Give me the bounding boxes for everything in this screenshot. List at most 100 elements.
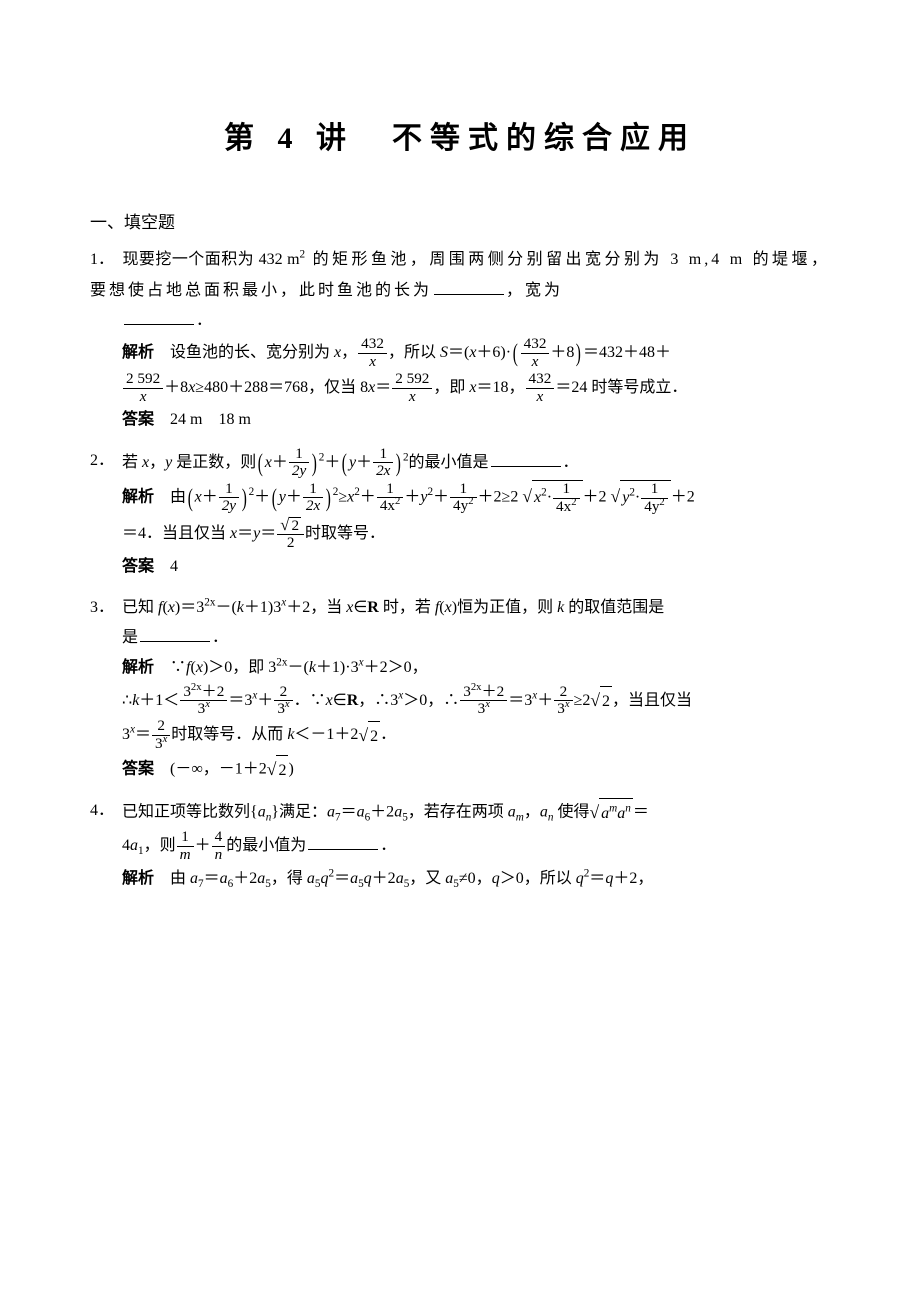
right-paren: ) bbox=[396, 453, 401, 473]
text: ，所以 bbox=[388, 344, 440, 361]
fraction: 2 592x bbox=[392, 371, 432, 405]
section-heading: 一、填空题 bbox=[90, 207, 830, 239]
problem-1: 1．现要挖一个面积为 432 m2 的矩形鱼池，周围两侧分别留出宽分别为 3 m… bbox=[90, 245, 830, 435]
answer-value: 24 m 18 m bbox=[170, 411, 251, 428]
lecture-title: 第 4 讲 不等式的综合应用 bbox=[90, 110, 830, 167]
text: ＋2≥2 bbox=[478, 489, 519, 506]
text: ＋8 bbox=[550, 344, 574, 361]
stem-line: 是． bbox=[122, 623, 830, 653]
fraction: 432x bbox=[521, 336, 550, 370]
text: ＋8 bbox=[164, 379, 188, 396]
answer-blank bbox=[491, 450, 561, 467]
text: ＋6)· bbox=[476, 344, 511, 361]
text: ＋2 bbox=[583, 489, 607, 506]
sqrt: y2·14y2 bbox=[611, 480, 671, 516]
fraction: 32x＋23x bbox=[460, 684, 507, 718]
answer: 答案 4 bbox=[122, 552, 830, 582]
right-paren: ) bbox=[576, 343, 581, 363]
page: 第 4 讲 不等式的综合应用 一、填空题 1．现要挖一个面积为 432 m 2 的… bbox=[0, 0, 920, 1302]
set-R: R bbox=[367, 599, 379, 616]
left-paren: ( bbox=[513, 343, 518, 363]
right-paren: ) bbox=[312, 453, 317, 473]
because: ∵ bbox=[170, 659, 186, 676]
var-x: x bbox=[265, 454, 272, 471]
text: ≥480＋288＝768，仅当 8 bbox=[195, 379, 368, 396]
answer-blank bbox=[434, 278, 504, 295]
text: 时取等号． bbox=[305, 525, 385, 542]
fraction: 23x bbox=[152, 718, 170, 752]
fraction: 14x2 bbox=[377, 481, 404, 515]
fraction: 12y bbox=[219, 481, 239, 515]
text: 已知 bbox=[122, 599, 158, 616]
text: ＝( bbox=[448, 344, 469, 361]
text: ＝ bbox=[375, 379, 391, 396]
problem-number: 3． bbox=[90, 593, 122, 623]
fraction: 1m bbox=[177, 829, 194, 863]
sqrt: x2·14x2 bbox=[522, 480, 582, 516]
answer-blank bbox=[140, 625, 210, 642]
text: ＝4．当且仅当 bbox=[122, 525, 230, 542]
answer-label: 答案 bbox=[122, 760, 154, 777]
solution-label: 解析 bbox=[122, 344, 154, 361]
answer-label: 答案 bbox=[122, 558, 154, 575]
problem-3: 3．已知 f(x)＝32x－(k＋1)3x＋2，当 x∈R 时，若 f(x)恒为… bbox=[90, 593, 830, 786]
problem-number: 4． bbox=[90, 796, 122, 826]
text: ， bbox=[341, 344, 357, 361]
text: ＋ bbox=[356, 454, 372, 471]
solution: 解析 由(x＋12y)2＋(y＋12x)2≥x2＋14x2＋y2＋14y2＋2≥… bbox=[122, 480, 830, 552]
fraction: 22 bbox=[277, 516, 304, 552]
answer-value: (－∞，－1＋2 bbox=[170, 760, 267, 777]
answer: 答案 24 m 18 m bbox=[122, 405, 830, 435]
problem-number: 2． bbox=[90, 446, 122, 476]
answer-value: 4 bbox=[170, 558, 178, 575]
text: ＝18， bbox=[477, 379, 525, 396]
left-paren: ( bbox=[342, 453, 347, 473]
var-S: S bbox=[440, 344, 448, 361]
therefore: ∴ bbox=[122, 692, 132, 709]
fraction: 23x bbox=[274, 684, 292, 718]
problem-2: 2．若 x，y 是正数，则(x＋12y)2＋(y＋12x)2的最小值是． 解析 … bbox=[90, 446, 830, 583]
sqrt: 2 bbox=[590, 684, 612, 717]
problem-4: 4．已知正项等比数列{an}满足：a7＝a6＋2a5，若存在两项 am，an 使… bbox=[90, 796, 830, 894]
answer-label: 答案 bbox=[122, 411, 154, 428]
stem-line: ． bbox=[122, 306, 830, 336]
text: 现要挖一个面积为 432 m bbox=[122, 251, 300, 268]
geq: ≥ bbox=[338, 489, 347, 506]
text: ＝432＋48＋ bbox=[583, 344, 671, 361]
left-paren: ( bbox=[258, 453, 263, 473]
fraction: 12x bbox=[303, 481, 323, 515]
sqrt: 2 bbox=[358, 719, 380, 752]
text: ， bbox=[149, 454, 165, 471]
fraction: 12y bbox=[289, 446, 309, 480]
text: ． bbox=[196, 312, 212, 329]
stem-line: 4a1，则1m＋4n的最小值为． bbox=[122, 829, 830, 863]
solution: 解析 ∵f(x)＞0，即 32x－(k＋1)·3x＋2＞0， ∴k＋1＜32x＋… bbox=[122, 653, 830, 752]
text: 的最小值是 bbox=[409, 454, 489, 471]
right-paren: ) bbox=[326, 488, 331, 508]
fraction: 4n bbox=[212, 829, 226, 863]
text: ＋ bbox=[272, 454, 288, 471]
left-paren: ( bbox=[272, 488, 277, 508]
text: 是正数，则 bbox=[172, 454, 256, 471]
text: ，宽为 bbox=[506, 282, 563, 299]
answer-blank bbox=[308, 833, 378, 850]
problem-number: 1． bbox=[90, 245, 122, 275]
text: ． bbox=[563, 454, 579, 471]
fraction: 14y2 bbox=[450, 481, 477, 515]
text: 已知正项等比数列{ bbox=[122, 803, 258, 820]
solution-label: 解析 bbox=[122, 659, 154, 676]
answer: 答案 (－∞，－1＋22) bbox=[122, 753, 830, 786]
text: ，即 bbox=[433, 379, 469, 396]
left-paren: ( bbox=[188, 488, 193, 508]
solution-label: 解析 bbox=[122, 489, 154, 506]
fraction: 12x bbox=[373, 446, 393, 480]
fraction: 432x bbox=[358, 336, 387, 370]
text: 设鱼池的长、宽分别为 bbox=[170, 344, 334, 361]
text: ＋ bbox=[324, 454, 340, 471]
text: 若 bbox=[122, 454, 142, 471]
var-y: y bbox=[349, 454, 356, 471]
text: 由 bbox=[170, 489, 186, 506]
answer-blank bbox=[124, 308, 194, 325]
solution: 解析 设鱼池的长、宽分别为 x，432x，所以 S＝(x＋6)·(432x＋8)… bbox=[122, 336, 830, 405]
text: ＝24 时等号成立． bbox=[555, 379, 687, 396]
